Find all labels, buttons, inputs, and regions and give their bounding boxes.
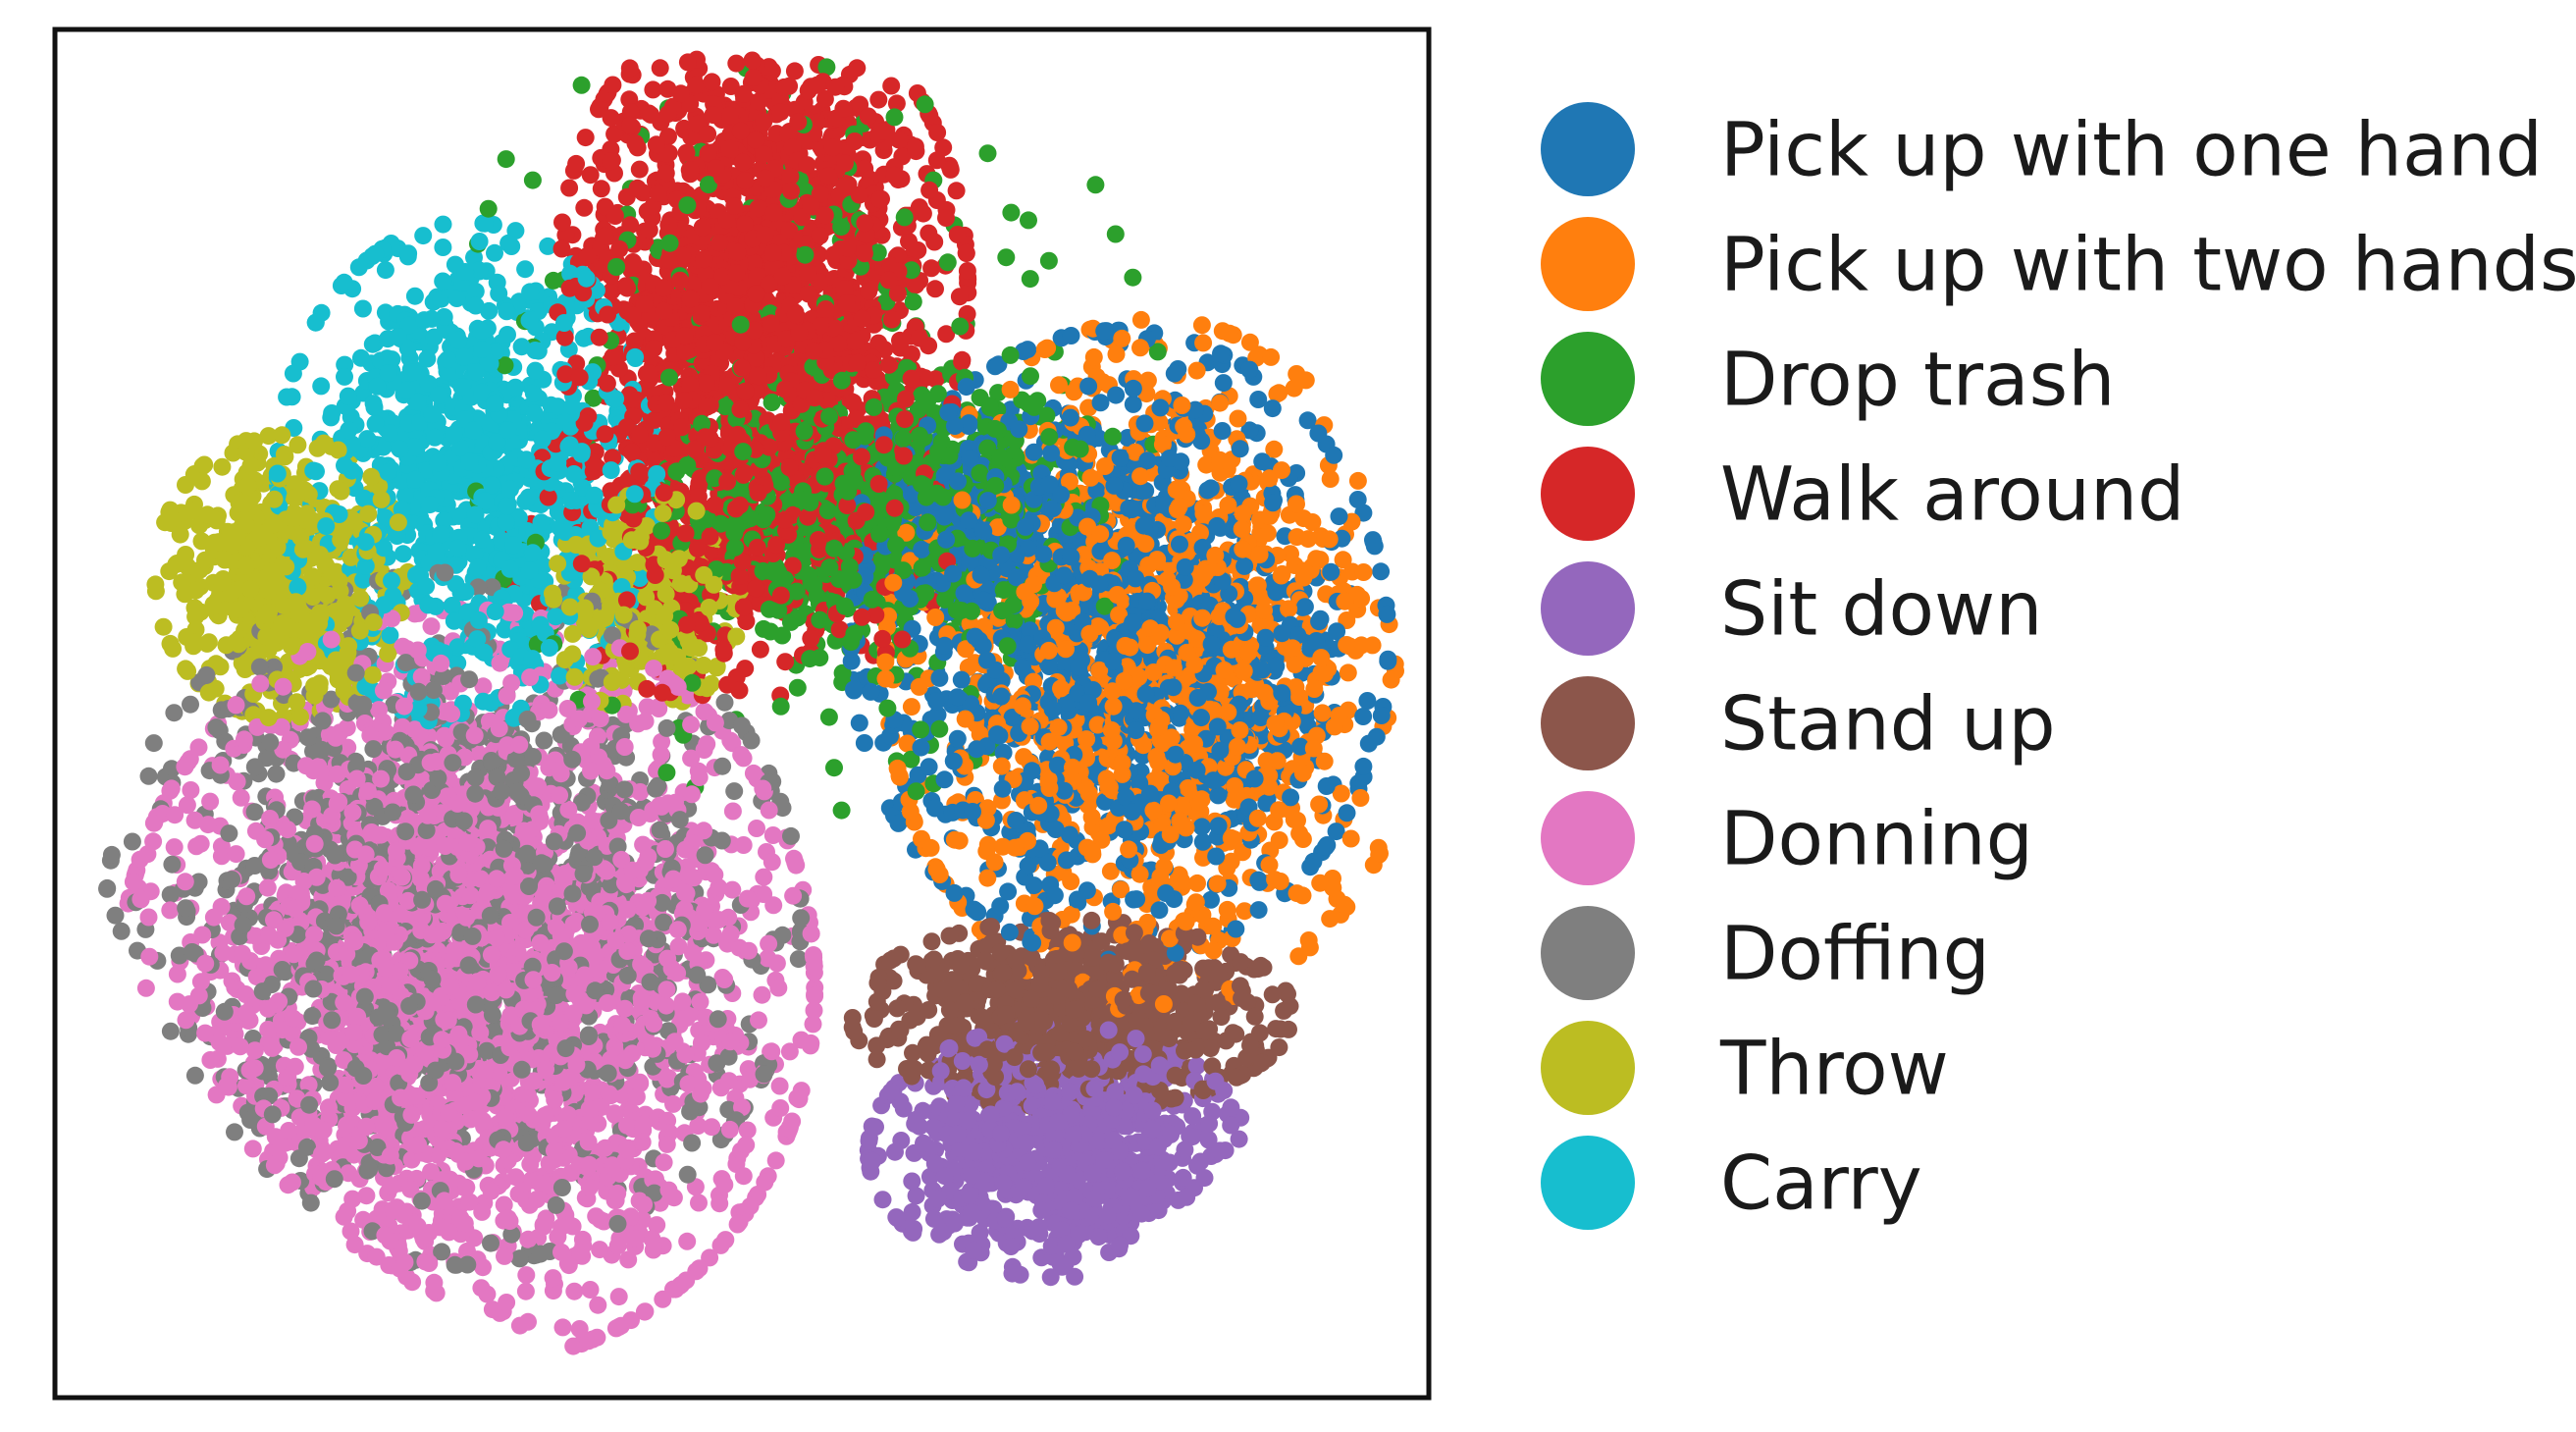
data-point bbox=[1321, 470, 1340, 488]
data-point bbox=[243, 1140, 262, 1158]
data-point bbox=[565, 1282, 584, 1300]
data-point bbox=[539, 237, 557, 255]
data-point bbox=[947, 182, 966, 200]
data-point bbox=[447, 290, 466, 307]
data-point bbox=[1358, 692, 1377, 710]
data-point bbox=[1192, 316, 1211, 335]
data-point bbox=[232, 788, 250, 807]
data-point bbox=[357, 1187, 376, 1205]
data-point bbox=[342, 1222, 360, 1241]
data-point bbox=[997, 248, 1016, 267]
data-point bbox=[581, 166, 600, 185]
data-point bbox=[902, 698, 920, 716]
data-point bbox=[351, 348, 370, 367]
data-point bbox=[182, 695, 199, 714]
data-point bbox=[1003, 1264, 1022, 1283]
data-point bbox=[719, 1072, 738, 1090]
data-point bbox=[499, 326, 516, 344]
data-point bbox=[766, 1151, 785, 1170]
data-point bbox=[755, 619, 773, 638]
data-point bbox=[1050, 376, 1068, 395]
data-point bbox=[497, 150, 515, 169]
data-point bbox=[1265, 440, 1284, 458]
data-point bbox=[937, 325, 956, 344]
data-point bbox=[855, 734, 873, 752]
data-point bbox=[228, 772, 246, 791]
data-point bbox=[1104, 902, 1123, 921]
data-point bbox=[948, 729, 967, 748]
data-point bbox=[226, 1123, 243, 1141]
data-point bbox=[1002, 203, 1021, 222]
data-point bbox=[575, 198, 594, 217]
data-point bbox=[1124, 268, 1142, 287]
data-point bbox=[1086, 176, 1105, 194]
data-point bbox=[1187, 1056, 1206, 1075]
data-point bbox=[1107, 386, 1126, 404]
points-layer bbox=[98, 50, 1404, 1355]
data-point bbox=[869, 90, 888, 109]
data-point bbox=[161, 885, 180, 904]
data-point bbox=[182, 781, 200, 799]
data-point bbox=[136, 979, 155, 997]
data-point bbox=[434, 239, 452, 256]
data-point bbox=[734, 836, 753, 854]
data-point bbox=[1277, 981, 1295, 1000]
data-point bbox=[376, 261, 394, 280]
data-point bbox=[725, 782, 744, 801]
data-point bbox=[698, 735, 716, 754]
data-point bbox=[564, 1337, 583, 1355]
data-point bbox=[312, 377, 331, 396]
data-point bbox=[1348, 491, 1367, 508]
data-point bbox=[819, 708, 838, 726]
data-point bbox=[161, 1022, 180, 1040]
data-point bbox=[912, 720, 930, 739]
data-point bbox=[770, 1077, 789, 1095]
data-point bbox=[723, 802, 742, 821]
data-point bbox=[825, 759, 843, 777]
data-point bbox=[751, 640, 769, 659]
data-point bbox=[922, 259, 941, 278]
data-point bbox=[1138, 371, 1157, 390]
data-point bbox=[394, 545, 412, 563]
data-point bbox=[1062, 327, 1080, 345]
data-point bbox=[278, 388, 296, 406]
data-point bbox=[789, 950, 808, 969]
